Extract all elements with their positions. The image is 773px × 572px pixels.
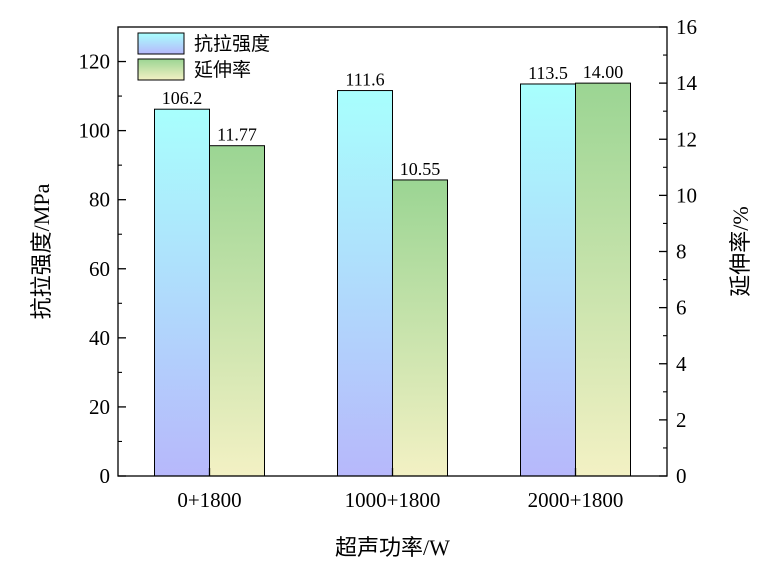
bar-elongation-2	[575, 82, 631, 477]
y-right-tick-label: 12	[676, 127, 697, 151]
x-axis-title: 超声功率/W	[335, 535, 450, 560]
legend-label-0: 抗拉强度	[194, 33, 270, 55]
y-right-tick-label: 10	[676, 183, 697, 207]
y-right-tick-label: 8	[676, 240, 687, 264]
bar-strength-2	[520, 83, 576, 477]
data-label-elongation-2: 14.00	[583, 62, 624, 82]
data-label-strength-1: 111.6	[345, 70, 384, 90]
legend-swatch-0	[137, 32, 185, 55]
y-left-tick-label: 20	[89, 395, 110, 419]
y-right-tick-label: 16	[676, 15, 697, 39]
y-left-tick-label: 80	[89, 188, 110, 212]
y-left-tick-label: 100	[79, 119, 111, 143]
data-labels-layer: 106.2 11.77 111.6 10.55 113.5 14.00	[162, 62, 624, 179]
y-right-tick-label: 0	[676, 464, 687, 488]
y-axis-left-title: 抗拉强度/MPa	[29, 183, 54, 319]
y-left-tick-label: 60	[89, 257, 110, 281]
bar-strength-1	[337, 90, 393, 477]
legend-swatch-1	[137, 58, 185, 81]
bars-layer	[154, 82, 631, 477]
bar-elongation-1	[392, 179, 448, 477]
bar-elongation-0	[209, 145, 265, 477]
y-right-tick-label: 6	[676, 296, 687, 320]
data-label-elongation-1: 10.55	[400, 159, 441, 179]
axes-layer: 0 20 40 60 80 100 120 0 2 4 6 8 10 12 14 16 0+1800 1000+1…	[79, 15, 698, 512]
y-right-tick-label: 4	[676, 352, 687, 376]
legend-label-1: 延伸率	[194, 59, 251, 81]
x-tick-label: 0+1800	[177, 488, 241, 512]
x-tick-label: 1000+1800	[345, 488, 441, 512]
y-left-tick-label: 0	[100, 464, 111, 488]
data-label-elongation-0: 11.77	[217, 125, 257, 145]
data-label-strength-0: 106.2	[162, 88, 203, 108]
y-axis-right-title: 延伸率/%	[728, 206, 753, 296]
data-label-strength-2: 113.5	[528, 63, 568, 83]
y-left-tick-label: 40	[89, 326, 110, 350]
y-right-tick-label: 2	[676, 408, 687, 432]
x-tick-label: 2000+1800	[528, 488, 624, 512]
bar-strength-0	[154, 108, 210, 477]
y-right-tick-label: 14	[676, 71, 698, 95]
y-left-tick-label: 120	[79, 50, 111, 74]
